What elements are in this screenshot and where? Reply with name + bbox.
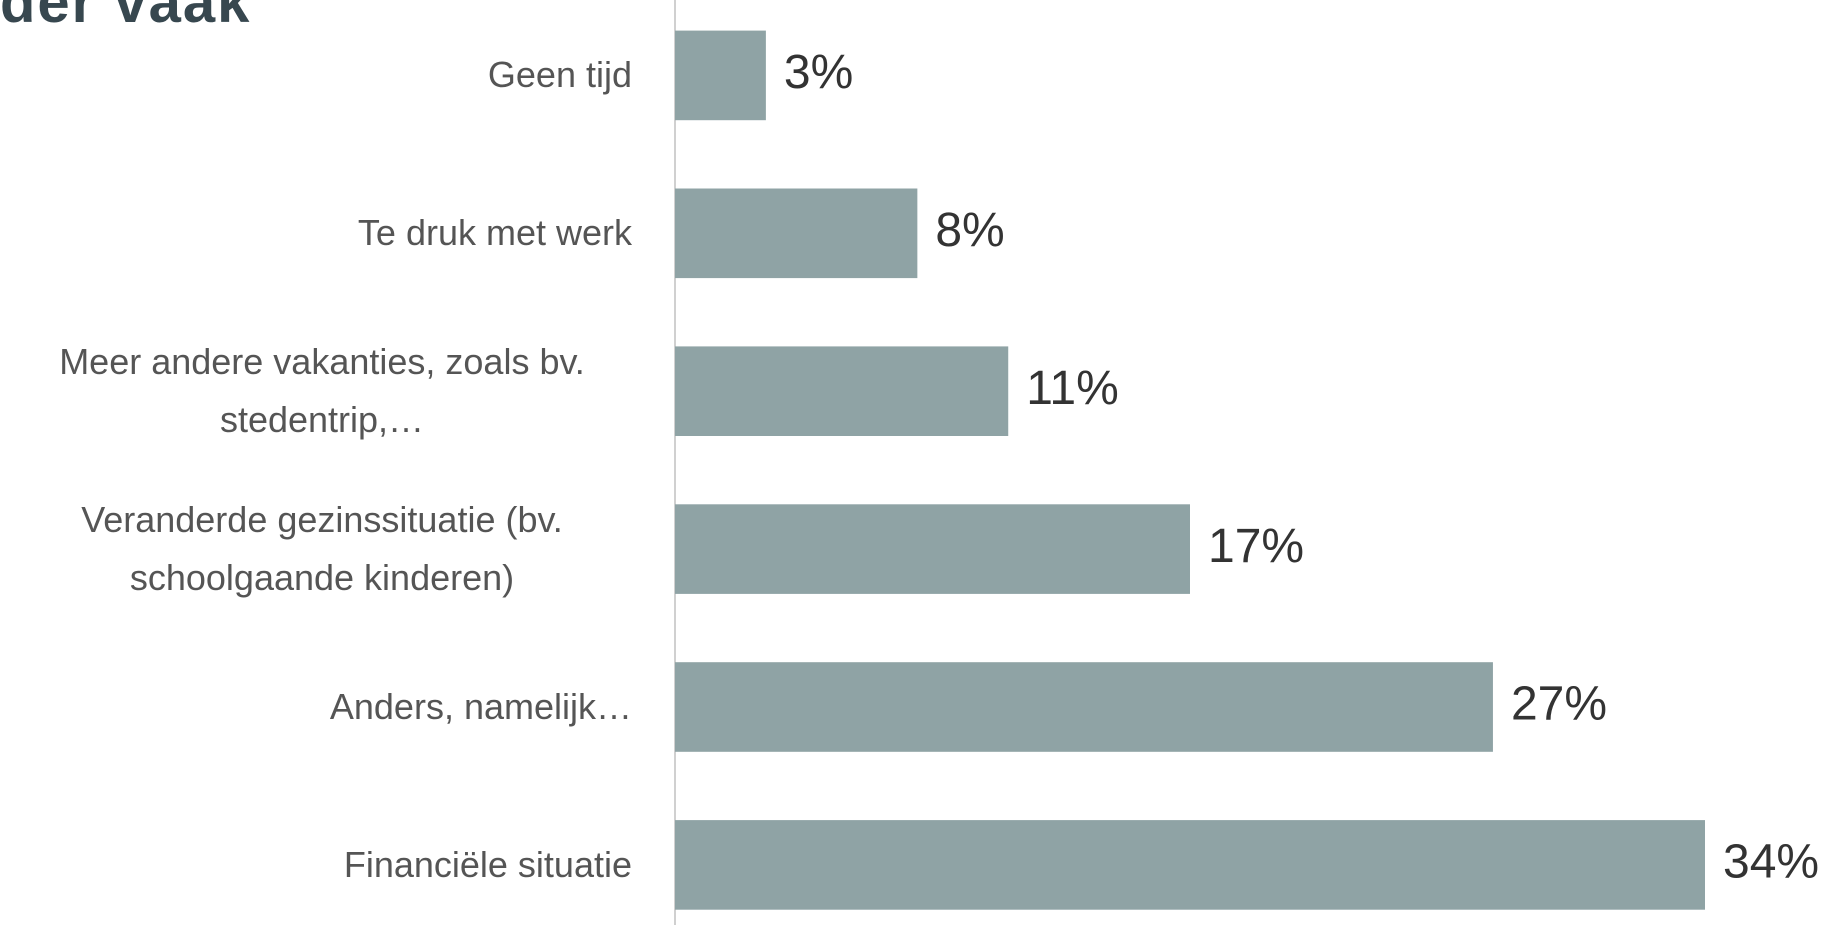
bar [675,188,918,279]
category-label: Anders, namelijk… [0,662,632,752]
bar [675,30,766,121]
category-text: Geen tijd [487,54,632,96]
category-label: Geen tijd [0,31,632,121]
category-label: Financiële situatie [0,820,632,910]
value-label: 3% [784,46,853,99]
chart-title: der vaak [0,0,251,35]
value-label: 17% [1208,520,1304,573]
value-label: 34% [1723,836,1819,889]
category-label: Te druk met werk [0,189,632,279]
category-label: Veranderde gezinssituatie (bv. schoolgaa… [0,499,632,598]
category-text: Meer andere vakanties, zoals bv. stedent… [59,341,585,441]
bar [675,346,1009,436]
category-text: Anders, namelijk… [329,685,632,727]
bar [675,662,1493,752]
category-text: Veranderde gezinssituatie (bv. schoolgaa… [81,499,563,599]
value-label: 8% [935,204,1004,257]
category-text: Te druk met werk [357,212,632,254]
value-label: 27% [1511,678,1607,731]
bar [675,504,1190,594]
category-text: Financiële situatie [343,843,632,885]
value-label: 11% [1026,362,1119,415]
category-label: Meer andere vakanties, zoals bv. stedent… [0,341,632,440]
bar [675,820,1705,910]
